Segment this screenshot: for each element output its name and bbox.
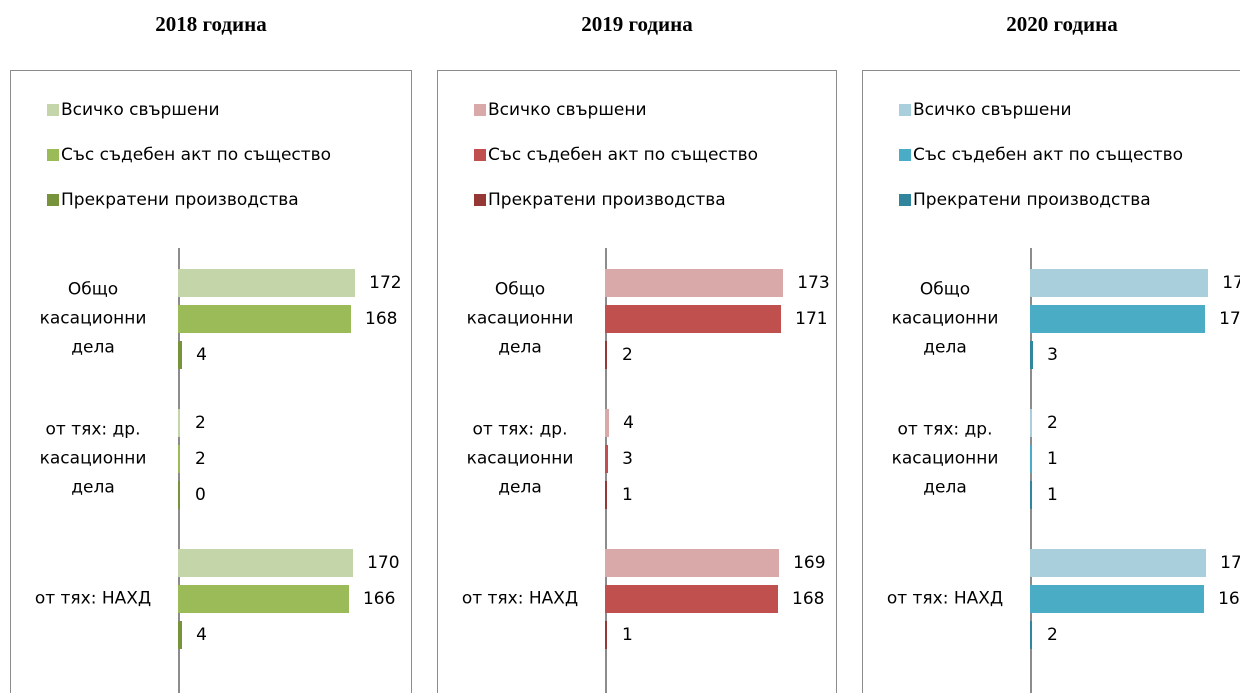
chart-title: 2019 година (581, 12, 693, 36)
value-label: 168 (365, 309, 398, 329)
category-label: Общо касационни дела (891, 279, 999, 358)
legend-label: Със съдебен акт по същество (913, 145, 1184, 165)
legend-swatch (899, 194, 911, 206)
value-label: 3 (622, 449, 633, 469)
legend-label: Всичко свършени (913, 100, 1072, 120)
bar (605, 621, 607, 649)
chart-title: 2020 година (1006, 12, 1118, 36)
value-label: 2 (622, 345, 633, 365)
bar (178, 269, 356, 297)
value-label: 173 (797, 273, 830, 293)
value-label: 166 (362, 589, 396, 609)
value-label: 168 (792, 589, 825, 609)
bar (1030, 585, 1205, 613)
bar (178, 341, 183, 369)
value-label: 1 (1047, 485, 1058, 505)
value-label: 169 (793, 553, 826, 573)
bar (1030, 445, 1032, 473)
value-label: 3 (1047, 345, 1058, 365)
bar (1030, 481, 1032, 509)
bar (178, 409, 181, 437)
bar (178, 549, 354, 577)
value-label: 2 (195, 413, 206, 433)
bar (1030, 409, 1033, 437)
value-label: 4 (623, 413, 634, 433)
legend-swatch (899, 104, 911, 116)
value-label: 0 (195, 485, 206, 505)
legend-swatch (47, 194, 59, 206)
category-label: от тях: НАХД (34, 588, 152, 609)
value-label: 2 (1047, 625, 1058, 645)
bar (605, 409, 610, 437)
bar (605, 341, 608, 369)
category-label: Общо касационни дела (466, 279, 574, 358)
bar (178, 305, 352, 333)
category-label: от тях: др. касационни дела (39, 419, 147, 498)
category-label: Общо касационни дела (39, 279, 147, 358)
legend-swatch (474, 104, 486, 116)
value-label: 171 (1220, 553, 1240, 573)
legend-label: Със съдебен акт по същество (61, 145, 332, 165)
bar (605, 445, 609, 473)
bar (1030, 549, 1207, 577)
legend-swatch (47, 149, 59, 161)
bar (605, 305, 782, 333)
category-label: от тях: НАХД (886, 588, 1004, 609)
bar (178, 481, 180, 509)
bar (1030, 341, 1034, 369)
value-label: 170 (1219, 309, 1240, 329)
legend-swatch (474, 149, 486, 161)
category-label: от тях: др. касационни дела (466, 419, 574, 498)
bar (1030, 305, 1206, 333)
value-label: 1 (1047, 449, 1058, 469)
value-label: 2 (195, 449, 206, 469)
value-label: 1 (622, 625, 633, 645)
bar (605, 549, 780, 577)
legend-label: Всичко свършени (61, 100, 220, 120)
bar (1030, 269, 1209, 297)
legend-label: Прекратени производства (913, 190, 1151, 210)
bar (178, 445, 181, 473)
chart-title: 2018 година (155, 12, 267, 36)
value-label: 1 (622, 485, 633, 505)
bar (605, 481, 607, 509)
panel-frame (862, 70, 1240, 693)
bar (178, 621, 183, 649)
value-label: 171 (795, 309, 828, 329)
legend-swatch (899, 149, 911, 161)
legend-label: Със съдебен акт по същество (488, 145, 759, 165)
panel-frame (10, 70, 412, 693)
panel-frame (437, 70, 837, 693)
legend-label: Всичко свършени (488, 100, 647, 120)
bar (1030, 621, 1033, 649)
legend-swatch (47, 104, 59, 116)
value-label: 4 (196, 625, 207, 645)
value-label: 169 (1218, 589, 1240, 609)
bar (605, 269, 784, 297)
value-label: 173 (1222, 273, 1240, 293)
value-label: 170 (367, 553, 400, 573)
value-label: 4 (196, 345, 207, 365)
legend-label: Прекратени производства (488, 190, 726, 210)
category-label: от тях: НАХД (461, 588, 579, 609)
value-label: 172 (369, 273, 402, 293)
category-label: от тях: др. касационни дела (891, 419, 999, 498)
legend-swatch (474, 194, 486, 206)
bar (605, 585, 779, 613)
value-label: 2 (1047, 413, 1058, 433)
bar (178, 585, 349, 613)
legend-label: Прекратени производства (61, 190, 299, 210)
